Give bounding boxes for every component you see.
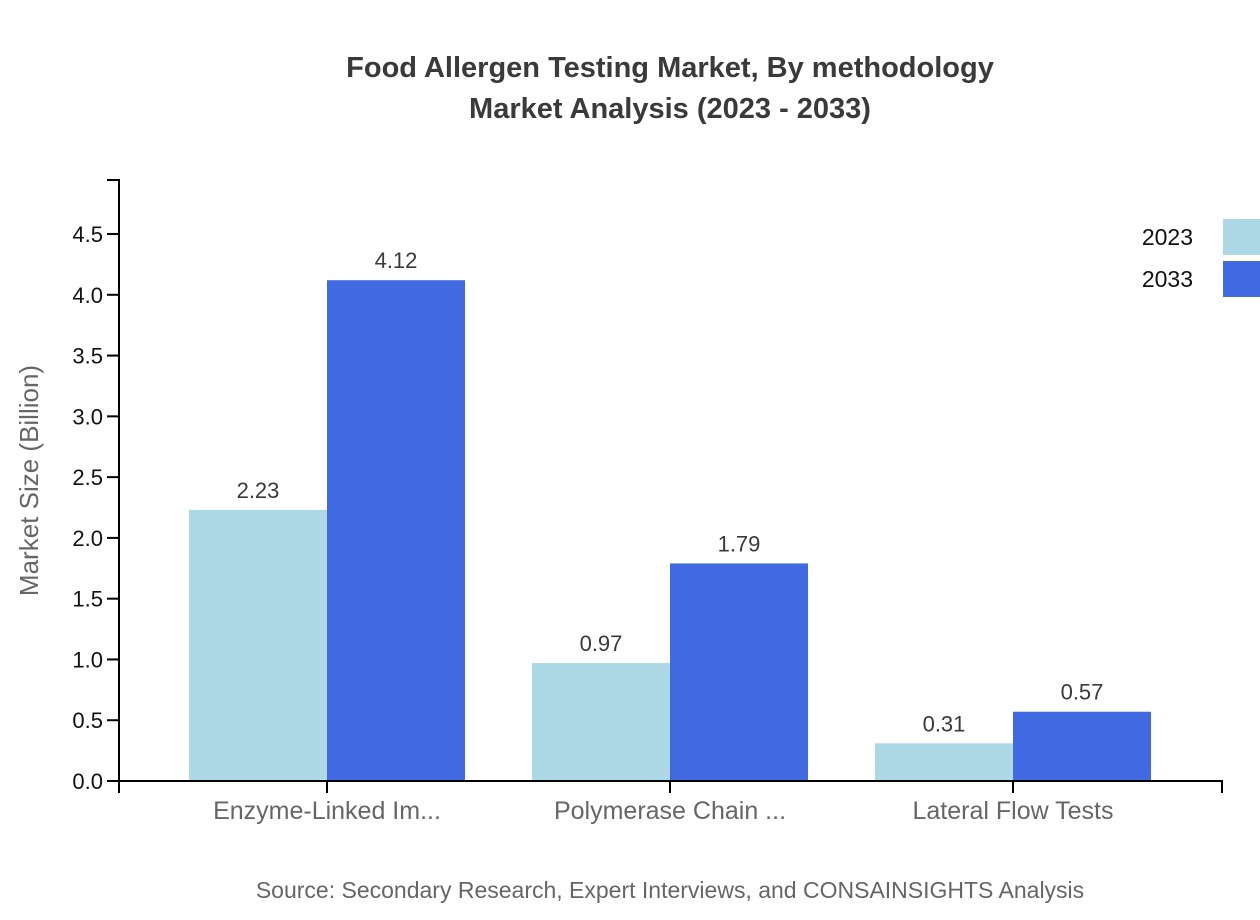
y-tick-label: 2.5 [72,465,103,490]
y-tick-label: 0.0 [72,769,103,794]
bar-2023-cat0 [189,509,327,781]
bar-2023-cat2 [875,743,1013,781]
legend-label-2023: 2023 [1141,223,1193,250]
y-tick-label: 3.5 [72,344,103,369]
bar-2033-cat1 [670,563,808,781]
category-label: Enzyme-Linked Im... [213,797,441,825]
y-tick-label: 0.5 [72,708,103,733]
bar-2033-cat0 [327,280,465,781]
category-label: Lateral Flow Tests [912,797,1113,825]
value-label: 0.57 [1061,680,1104,705]
legend-swatch-2023 [1223,219,1260,255]
legend-label-2033: 2033 [1141,265,1193,292]
bar-2023-cat1 [532,663,670,781]
y-tick-label: 1.5 [72,587,103,612]
legend-item-2033: 2033 [1142,261,1260,297]
y-tick-label: 3.0 [72,404,103,429]
chart-title: Food Allergen Testing Market, By methodo… [40,48,1260,130]
legend: 2023 2033 [1142,219,1260,303]
legend-swatch-2033 [1223,261,1260,297]
chart-title-line2: Market Analysis (2023 - 2033) [469,93,871,125]
y-tick-label: 1.0 [72,647,103,672]
y-tick-label: 4.0 [72,283,103,308]
source-note: Source: Secondary Research, Expert Inter… [255,877,1085,903]
bar-2033-cat2 [1013,711,1151,781]
value-label: 0.31 [923,711,966,736]
y-axis-line [107,179,120,782]
y-tick-label: 4.5 [72,222,103,247]
value-label: 2.23 [237,478,280,503]
legend-item-2023: 2023 [1142,219,1260,255]
value-label: 1.79 [718,531,761,556]
y-axis-title: Market Size (Billion) [14,365,44,596]
value-label: 4.12 [375,248,418,273]
value-label: 0.97 [580,631,623,656]
y-tick-label: 2.0 [72,526,103,551]
chart-title-line1: Food Allergen Testing Market, By methodo… [346,52,994,84]
category-label: Polymerase Chain ... [554,797,786,825]
